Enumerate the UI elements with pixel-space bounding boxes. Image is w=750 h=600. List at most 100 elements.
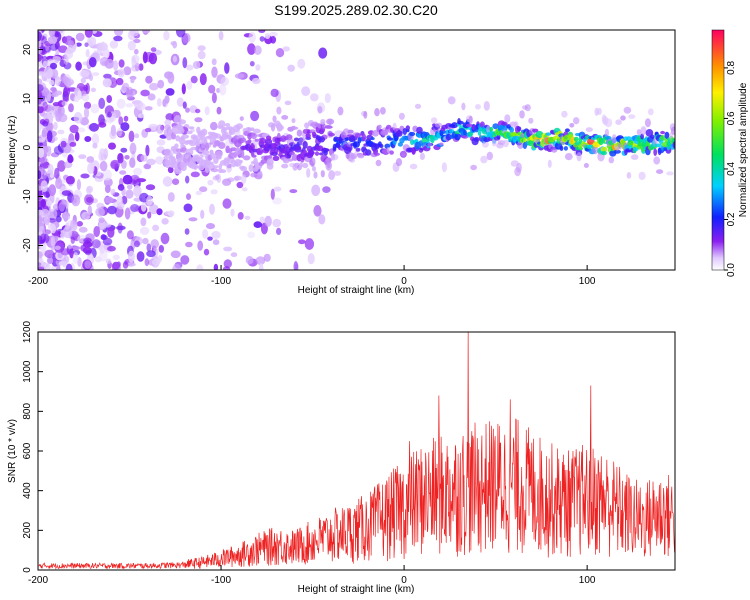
spectrogram-ridge-blob [613, 149, 621, 154]
spectrogram-ridge-blob [387, 137, 394, 141]
spectrogram-noise-blob [194, 117, 203, 123]
spectrogram-noise-blob [72, 252, 79, 264]
spectrogram-halo-blob [630, 154, 639, 160]
spectrogram-noise-blob [38, 262, 42, 267]
spectrogram-noise-blob [99, 250, 108, 262]
spectrogram-noise-blob [90, 103, 100, 114]
spectrogram-noise-blob [155, 156, 164, 165]
spectrogram-noise-blob [55, 112, 62, 122]
spectrogram-noise-blob [107, 226, 115, 238]
spectrogram-noise-blob [322, 186, 331, 194]
spectrogram-noise-blob [69, 124, 79, 134]
spectrogram-noise-blob [157, 254, 163, 263]
spectrogram-halo-blob [328, 170, 335, 181]
spectrogram-noise-blob [109, 40, 119, 49]
spectrogram-noise-blob [80, 173, 90, 179]
spectrogram-halo-blob [281, 115, 289, 120]
spectrogram-halo-blob [576, 152, 582, 162]
snr-y-tick-label: 400 [22, 482, 33, 499]
spectrogram-noise-blob [172, 263, 182, 270]
spectrogram-noise-blob [102, 169, 112, 181]
spectrogram-noise-blob [98, 217, 105, 224]
spectrogram-noise-blob [84, 260, 92, 269]
spectrogram-ridge-blob [653, 148, 658, 156]
spectrogram-x-tick-label: 100 [579, 276, 596, 287]
spectrogram-ridge-blob [291, 118, 296, 124]
spectrogram-noise-blob [107, 245, 116, 252]
spectrogram-noise-blob [86, 156, 95, 163]
spectrogram-noise-blob [176, 30, 186, 38]
spectrogram-noise-blob [48, 30, 56, 38]
spectrogram-ridge-blob [405, 125, 410, 131]
spectrogram-noise-blob [117, 222, 123, 234]
spectrogram-noise-blob [131, 54, 140, 63]
spectrogram-ridge-blob [240, 166, 248, 172]
spectrogram-noise-blob [72, 246, 81, 251]
spectrogram-noise-blob [185, 175, 190, 184]
spectrogram-noise-blob [150, 47, 157, 52]
spectrogram-noise-blob [84, 249, 92, 256]
spectrogram-noise-blob [145, 184, 156, 191]
spectrogram-halo-blob [427, 142, 433, 147]
spectrogram-noise-blob [284, 100, 292, 106]
spectrogram-ridge-blob [626, 136, 632, 141]
spectrogram-noise-blob [97, 43, 103, 55]
spectrogram-halo-blob [380, 107, 386, 115]
spectrogram-noise-blob [212, 239, 220, 246]
spectrogram-ridge-blob [379, 143, 384, 149]
spectrogram-ridge-blob [248, 164, 254, 172]
spectrogram-ridge-blob [320, 119, 326, 125]
spectrogram-noise-blob [128, 130, 135, 142]
spectrogram-ridge-blob [640, 133, 644, 140]
spectrogram-noise-blob [162, 176, 173, 187]
spectrogram-ridge-blob [454, 132, 461, 141]
spectrogram-noise-blob [313, 205, 322, 217]
spectrogram-ridge-blob [357, 154, 365, 159]
spectrogram-noise-blob [75, 42, 82, 47]
spectrogram-ridge-blob [461, 135, 468, 139]
spectrogram-halo-blob [317, 106, 323, 114]
spectrogram-noise-blob [186, 64, 194, 71]
spectrogram-noise-blob [307, 253, 315, 265]
spectrogram-halo-blob [414, 103, 422, 109]
spectrogram-noise-blob [83, 107, 90, 119]
spectrogram-halo-blob [309, 157, 316, 167]
spectrogram-noise-blob [122, 261, 129, 269]
spectrogram-noise-blob [167, 166, 174, 174]
spectrogram-noise-blob [172, 40, 178, 49]
spectrogram-noise-blob [127, 40, 136, 51]
spectrogram-noise-blob [79, 69, 89, 78]
spectrogram-noise-blob [258, 30, 266, 33]
spectrogram-halo-blob [375, 159, 382, 167]
spectrogram-noise-blob [86, 185, 94, 193]
spectrogram-noise-blob [117, 153, 124, 164]
snr-x-tick-label: 0 [401, 575, 407, 586]
spectrogram-noise-blob [199, 186, 208, 193]
spectrogram-noise-blob [147, 211, 152, 219]
spectrogram-noise-blob [172, 178, 180, 185]
spectrogram-ridge-blob [462, 129, 467, 136]
spectrogram-noise-blob [91, 133, 100, 145]
spectrogram-noise-blob [60, 248, 70, 256]
spectrogram-noise-blob [230, 252, 238, 258]
spectrogram-noise-blob [149, 82, 159, 91]
spectrogram-noise-blob [42, 60, 48, 68]
spectrogram-halo-blob [363, 111, 368, 119]
spectrogram-ridge-blob [235, 123, 243, 130]
spectrogram-noise-blob [204, 106, 210, 116]
spectrogram-blobs [38, 30, 675, 270]
spectrogram-noise-blob [216, 106, 222, 115]
spectrogram-halo-blob [398, 112, 405, 120]
spectrogram-halo-blob [333, 170, 342, 176]
spectrogram-noise-blob [208, 84, 216, 94]
spectrogram-ridge-blob [457, 120, 464, 125]
spectrogram-noise-blob [163, 30, 170, 41]
spectrogram-halo-blob [573, 117, 580, 125]
spectrogram-halo-blob [395, 158, 403, 167]
spectrogram-noise-blob [46, 200, 53, 207]
spectrogram-noise-blob [247, 231, 256, 239]
spectrogram-halo-blob [597, 107, 602, 115]
spectrogram-x-tick-label: -200 [28, 276, 48, 287]
spectrogram-noise-blob [263, 253, 271, 262]
colorbar-gradient [711, 29, 725, 271]
